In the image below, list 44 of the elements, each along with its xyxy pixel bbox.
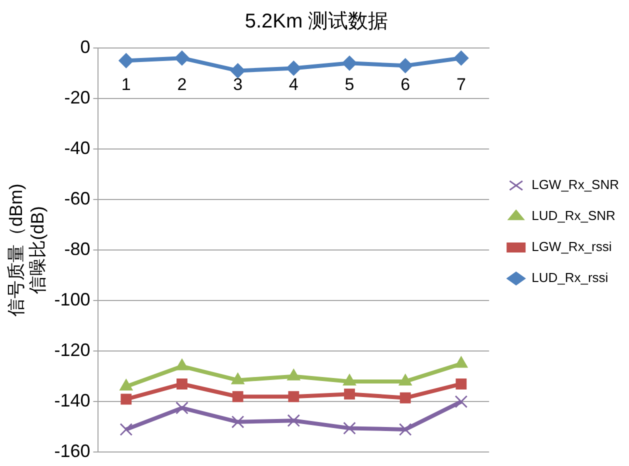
point	[288, 391, 300, 402]
point	[230, 63, 246, 78]
y-tick-label: -80	[64, 239, 90, 260]
x-tick-label: 2	[177, 74, 187, 94]
y-tick-label: -100	[54, 290, 90, 310]
y-axis-title: 信号质量（dBm) 信噪比(dB)	[6, 184, 48, 317]
x-tick-label: 5	[344, 74, 354, 94]
point	[120, 394, 132, 405]
point	[120, 423, 133, 436]
legend-label: LGW_Rx_SNR	[532, 177, 620, 192]
point	[287, 414, 300, 428]
legend-label: LUD_Rx_rssi	[532, 270, 608, 286]
point	[176, 402, 188, 414]
point	[343, 422, 356, 435]
point	[118, 53, 134, 68]
x-tick-label: 7	[456, 74, 466, 94]
point	[342, 56, 357, 71]
x-tick-label: 6	[400, 74, 410, 94]
point	[232, 391, 244, 402]
point	[454, 395, 468, 408]
point	[454, 50, 469, 66]
y-tick-label: -20	[64, 87, 90, 108]
point	[456, 378, 467, 390]
y-tick-label: -120	[54, 340, 90, 360]
point	[398, 58, 413, 74]
point	[120, 379, 133, 391]
legend-label: LUD_Rx_SNR	[532, 208, 616, 224]
y-tick-label: -160	[54, 441, 90, 462]
x-tick-label: 4	[288, 74, 298, 94]
point	[174, 50, 190, 66]
y-tick-label: 0	[80, 36, 90, 57]
point	[398, 423, 412, 436]
x-tick-label: 3	[233, 74, 243, 94]
point	[344, 388, 355, 400]
point	[176, 378, 188, 390]
y-tick-label: -140	[54, 390, 90, 411]
y-tick-label: -60	[64, 188, 90, 209]
point	[286, 60, 302, 76]
point	[231, 415, 244, 428]
chart-title: 5.2Km 测试数据	[244, 10, 388, 33]
point	[400, 392, 411, 404]
y-tick-label: -40	[64, 138, 90, 158]
x-tick-label: 1	[121, 74, 131, 94]
legend-label: LGW_Rx_rssi	[532, 239, 612, 254]
